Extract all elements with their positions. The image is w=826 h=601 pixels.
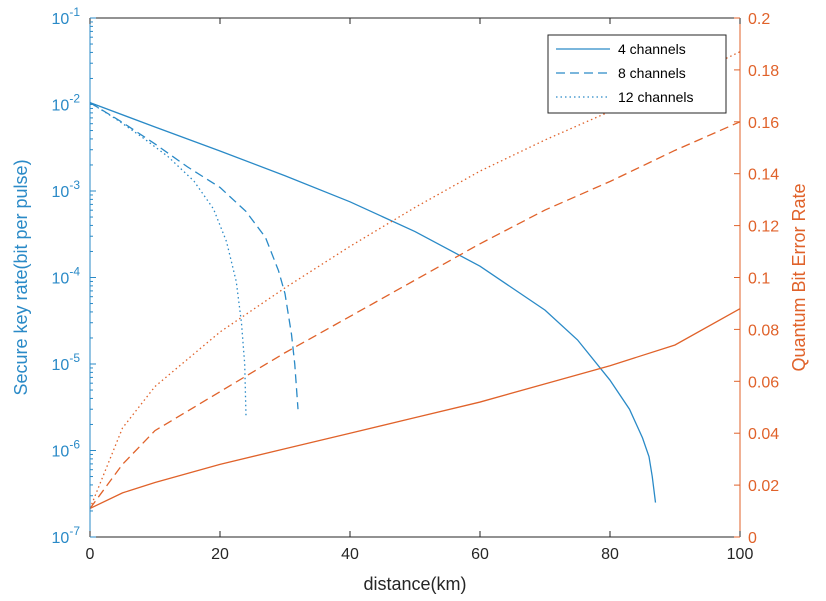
left-tick-exponent: -5 (69, 351, 80, 365)
right-tick-label: 0.2 (748, 11, 770, 28)
series-layer (89, 51, 741, 510)
series-line-4 (89, 308, 741, 510)
x-tick-label: 40 (341, 546, 359, 563)
right-tick-label: 0.02 (748, 478, 779, 495)
left-tick-label: 10-3 (52, 178, 81, 201)
right-tick-label: 0.12 (748, 219, 779, 236)
left-tick-exponent: -2 (69, 92, 80, 106)
legend-label: 12 channels (618, 89, 694, 105)
left-tick-exponent: -1 (69, 5, 80, 19)
x-tick-label: 0 (86, 546, 95, 563)
left-y-axis-label: Secure key rate(bit per pulse) (11, 159, 31, 395)
x-tick-label: 60 (471, 546, 489, 563)
left-tick-label: 10-2 (52, 92, 81, 115)
left-tick-label: 10-4 (52, 265, 81, 288)
left-tick-label: 10-1 (52, 5, 81, 28)
right-tick-label: 0.18 (748, 63, 779, 80)
series-line-2 (89, 102, 299, 410)
right-tick-label: 0.06 (748, 374, 779, 391)
left-tick-label: 10-5 (52, 351, 81, 374)
legend: 4 channels 8 channels 12 channels (547, 34, 727, 114)
right-tick-label: 0.08 (748, 322, 779, 339)
x-tick-label: 80 (601, 546, 619, 563)
legend-label: 8 channels (618, 65, 686, 81)
right-tick-label: 0.1 (748, 271, 770, 288)
right-tick-label: 0.04 (748, 426, 779, 443)
x-tick-label: 100 (727, 546, 754, 563)
right-tick-label: 0.14 (748, 167, 779, 184)
legend-label: 4 channels (618, 41, 686, 57)
left-tick-label: 10-7 (52, 524, 81, 547)
left-tick-exponent: -7 (69, 524, 80, 538)
left-tick-exponent: -3 (69, 178, 80, 192)
right-y-axis-label: Quantum Bit Error Rate (789, 183, 809, 371)
left-tick-label: 10-6 (52, 438, 81, 461)
left-tick-exponent: -6 (69, 438, 80, 452)
legend-box (547, 34, 727, 114)
series-line-1 (89, 102, 657, 503)
axes-layer: 0 20 40 60 80 100 10-7 10-6 10-5 10-4 10-3 10-2 10-1… (52, 5, 780, 563)
right-tick-label: 0 (748, 530, 757, 547)
x-tick-label: 20 (211, 546, 229, 563)
series-line-5 (89, 121, 741, 509)
right-tick-label: 0.16 (748, 115, 779, 132)
x-axis-label: distance(km) (363, 574, 466, 594)
left-tick-exponent: -4 (69, 265, 80, 279)
